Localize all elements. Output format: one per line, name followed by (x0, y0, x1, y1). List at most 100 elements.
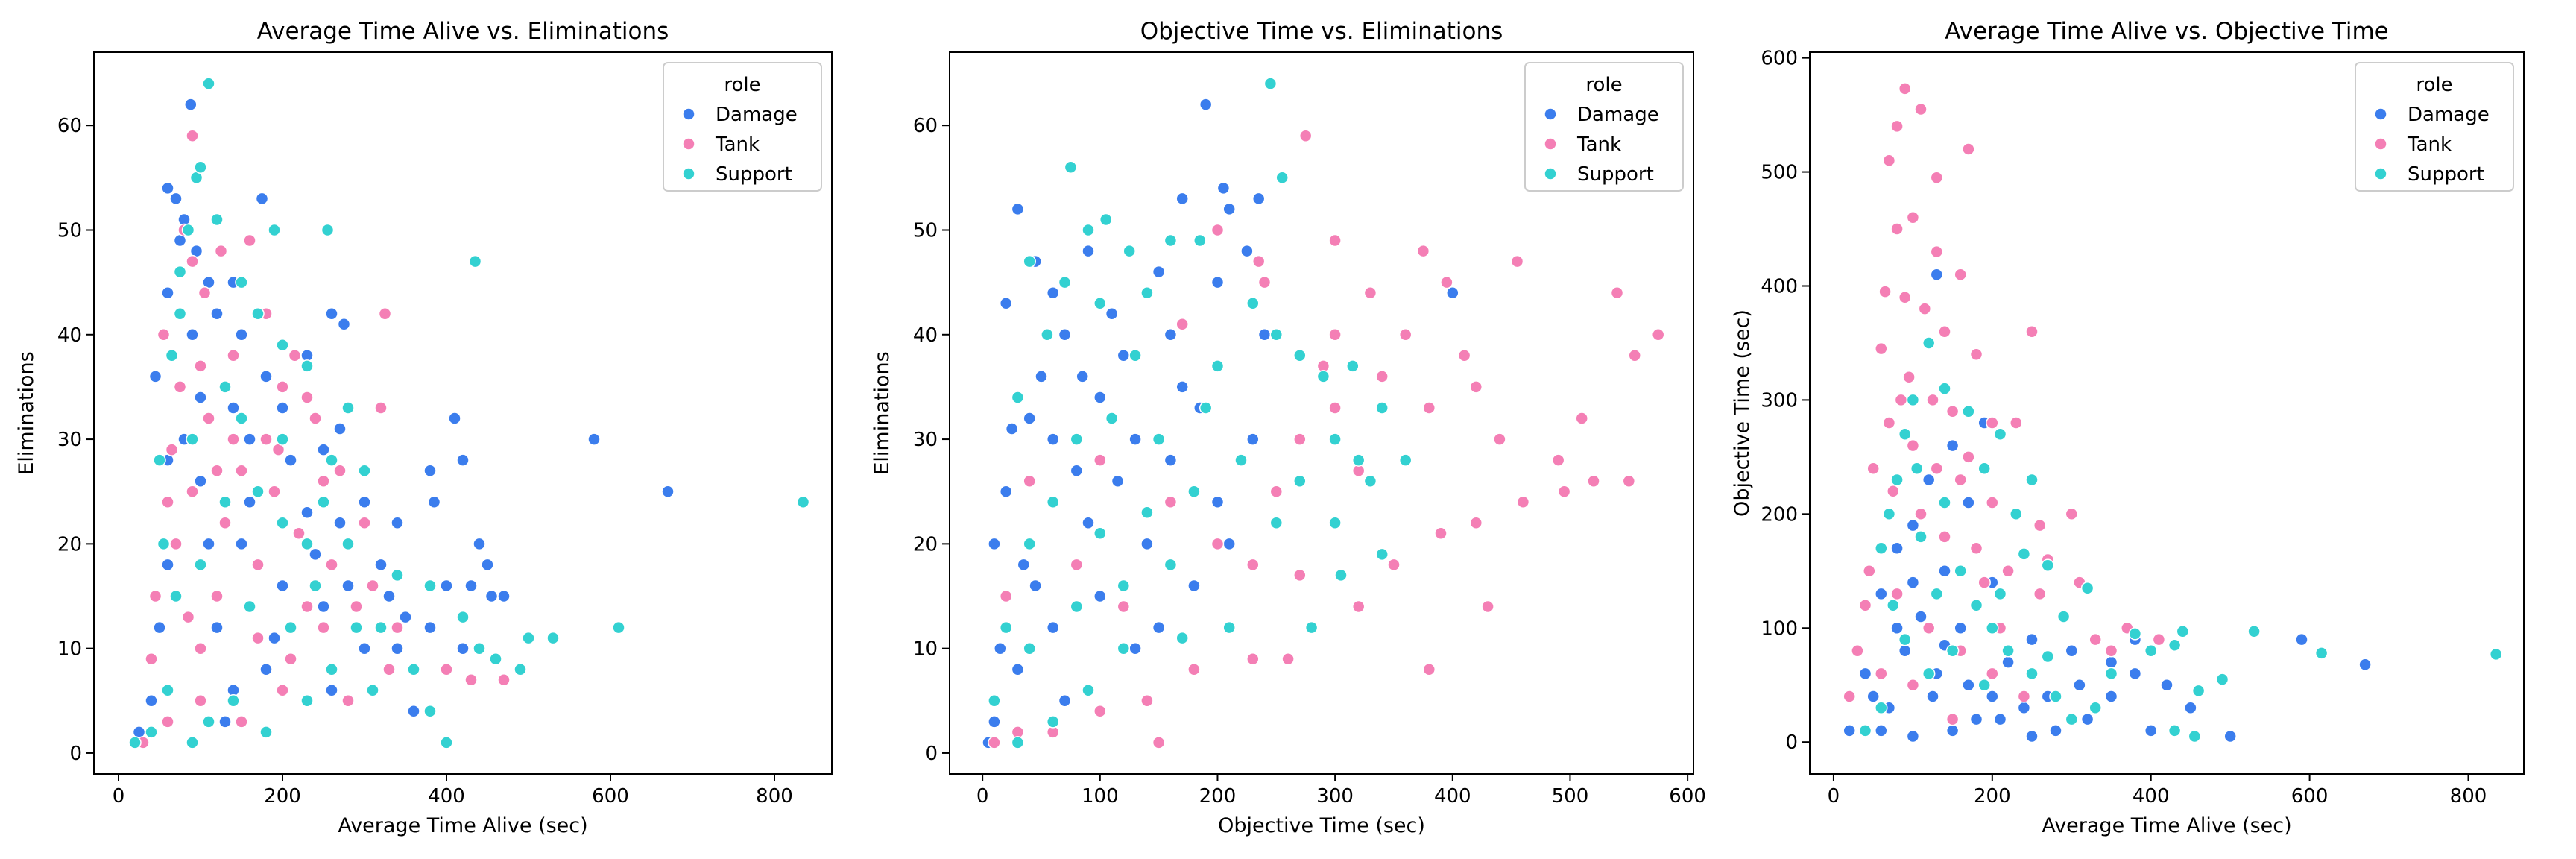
data-point-support (1334, 568, 1348, 582)
data-point-tank (235, 464, 248, 477)
data-point-damage (497, 589, 511, 603)
data-point-damage (391, 641, 404, 655)
data-point-support (1922, 336, 1936, 350)
data-point-damage (587, 432, 601, 446)
data-point-damage (1017, 558, 1031, 572)
data-point-damage (300, 506, 314, 520)
data-point-tank (1954, 268, 1967, 281)
data-point-damage (2080, 712, 2094, 726)
data-point-damage (1906, 576, 1920, 589)
y-tick-label: 50 (57, 219, 82, 242)
data-point-damage (1117, 349, 1131, 362)
data-point-tank (1363, 286, 1377, 300)
data-point-damage (1164, 328, 1178, 342)
data-point-damage (325, 684, 338, 697)
data-point-tank (1257, 275, 1272, 289)
data-point-support (186, 432, 199, 446)
data-point-tank (1070, 558, 1084, 572)
legend-marker-tank (1544, 137, 1557, 151)
data-point-tank (440, 662, 453, 676)
data-point-damage (382, 589, 396, 603)
data-point-tank (243, 233, 256, 248)
data-point-tank (391, 620, 404, 635)
data-point-damage (2001, 655, 2015, 669)
data-point-damage (1152, 620, 1166, 635)
data-point-support (1882, 507, 1896, 521)
data-point-support (423, 579, 437, 593)
x-tick-label: 600 (592, 785, 629, 808)
data-point-damage (317, 443, 330, 456)
data-point-damage (1128, 641, 1142, 655)
data-point-support (1346, 359, 1360, 373)
data-point-damage (2160, 678, 2174, 692)
x-tick-label: 200 (1199, 785, 1237, 808)
legend-title: role (724, 74, 760, 96)
legend-marker-damage (2374, 107, 2387, 121)
data-point-tank (325, 558, 338, 572)
data-point-tank (173, 380, 187, 394)
legend-marker-tank (2374, 137, 2387, 151)
x-tick-label: 600 (1669, 785, 1706, 808)
legend-marker-damage (682, 107, 695, 121)
data-point-tank (2152, 632, 2166, 646)
data-point-support (218, 495, 232, 509)
data-point-damage (1164, 453, 1178, 467)
data-point-support (1351, 453, 1366, 467)
data-point-tank (1269, 485, 1284, 498)
data-point-tank (227, 349, 240, 362)
y-tick-label: 0 (1785, 731, 1798, 754)
data-point-support (1199, 401, 1213, 415)
data-point-damage (423, 620, 437, 635)
data-point-damage (148, 370, 162, 383)
data-point-tank (1938, 530, 1951, 544)
data-point-support (1910, 462, 1924, 475)
data-point-damage (169, 192, 183, 206)
legend-entry-tank: Tank (715, 133, 760, 156)
data-point-tank (1416, 244, 1430, 258)
legend-entry-damage: Damage (716, 104, 798, 126)
data-point-support (391, 568, 404, 582)
data-point-tank (333, 464, 347, 477)
x-tick-label: 200 (264, 785, 301, 808)
scatter-panel-objective-time-vs-eliminations: 0 100 200 300 400 500 600 0 10 20 30 40 50 60 Objectiv… (871, 18, 1706, 837)
x-tick-label: 0 (113, 785, 125, 808)
data-point-support (309, 579, 322, 593)
data-point-support (202, 77, 215, 90)
data-point-damage (317, 600, 330, 614)
data-point-support (1011, 391, 1025, 404)
data-point-damage (1222, 537, 1236, 551)
data-point-support (1128, 349, 1142, 362)
data-point-damage (427, 495, 441, 509)
data-point-support (1187, 485, 1201, 498)
data-point-support (235, 275, 248, 289)
data-point-tank (1093, 453, 1107, 467)
data-point-damage (1222, 202, 1236, 216)
data-point-damage (2358, 658, 2372, 671)
data-point-damage (1029, 579, 1042, 593)
data-point-support (1058, 275, 1072, 289)
y-tick-label: 20 (57, 533, 82, 556)
data-point-tank (1651, 328, 1665, 342)
data-point-tank (382, 662, 396, 676)
data-point-support (1962, 404, 1975, 418)
data-point-support (358, 464, 371, 477)
data-point-damage (1906, 518, 1920, 532)
data-point-damage (2295, 632, 2308, 646)
data-point-tank (1922, 621, 1936, 635)
data-point-support (2314, 646, 2329, 660)
data-point-support (1890, 473, 1904, 487)
data-point-tank (1293, 432, 1307, 446)
data-point-support (194, 160, 207, 174)
data-point-tank (1575, 412, 1588, 425)
data-point-damage (1246, 432, 1260, 446)
x-axis-label: Average Time Alive (sec) (2042, 814, 2291, 837)
data-point-tank (988, 736, 1001, 749)
data-point-tank (358, 516, 371, 530)
data-point-damage (161, 286, 174, 300)
data-point-damage (399, 610, 412, 624)
data-point-damage (2144, 724, 2158, 737)
legend-entry-support: Support (716, 163, 792, 186)
data-point-damage (161, 558, 174, 572)
data-point-tank (1469, 516, 1483, 530)
